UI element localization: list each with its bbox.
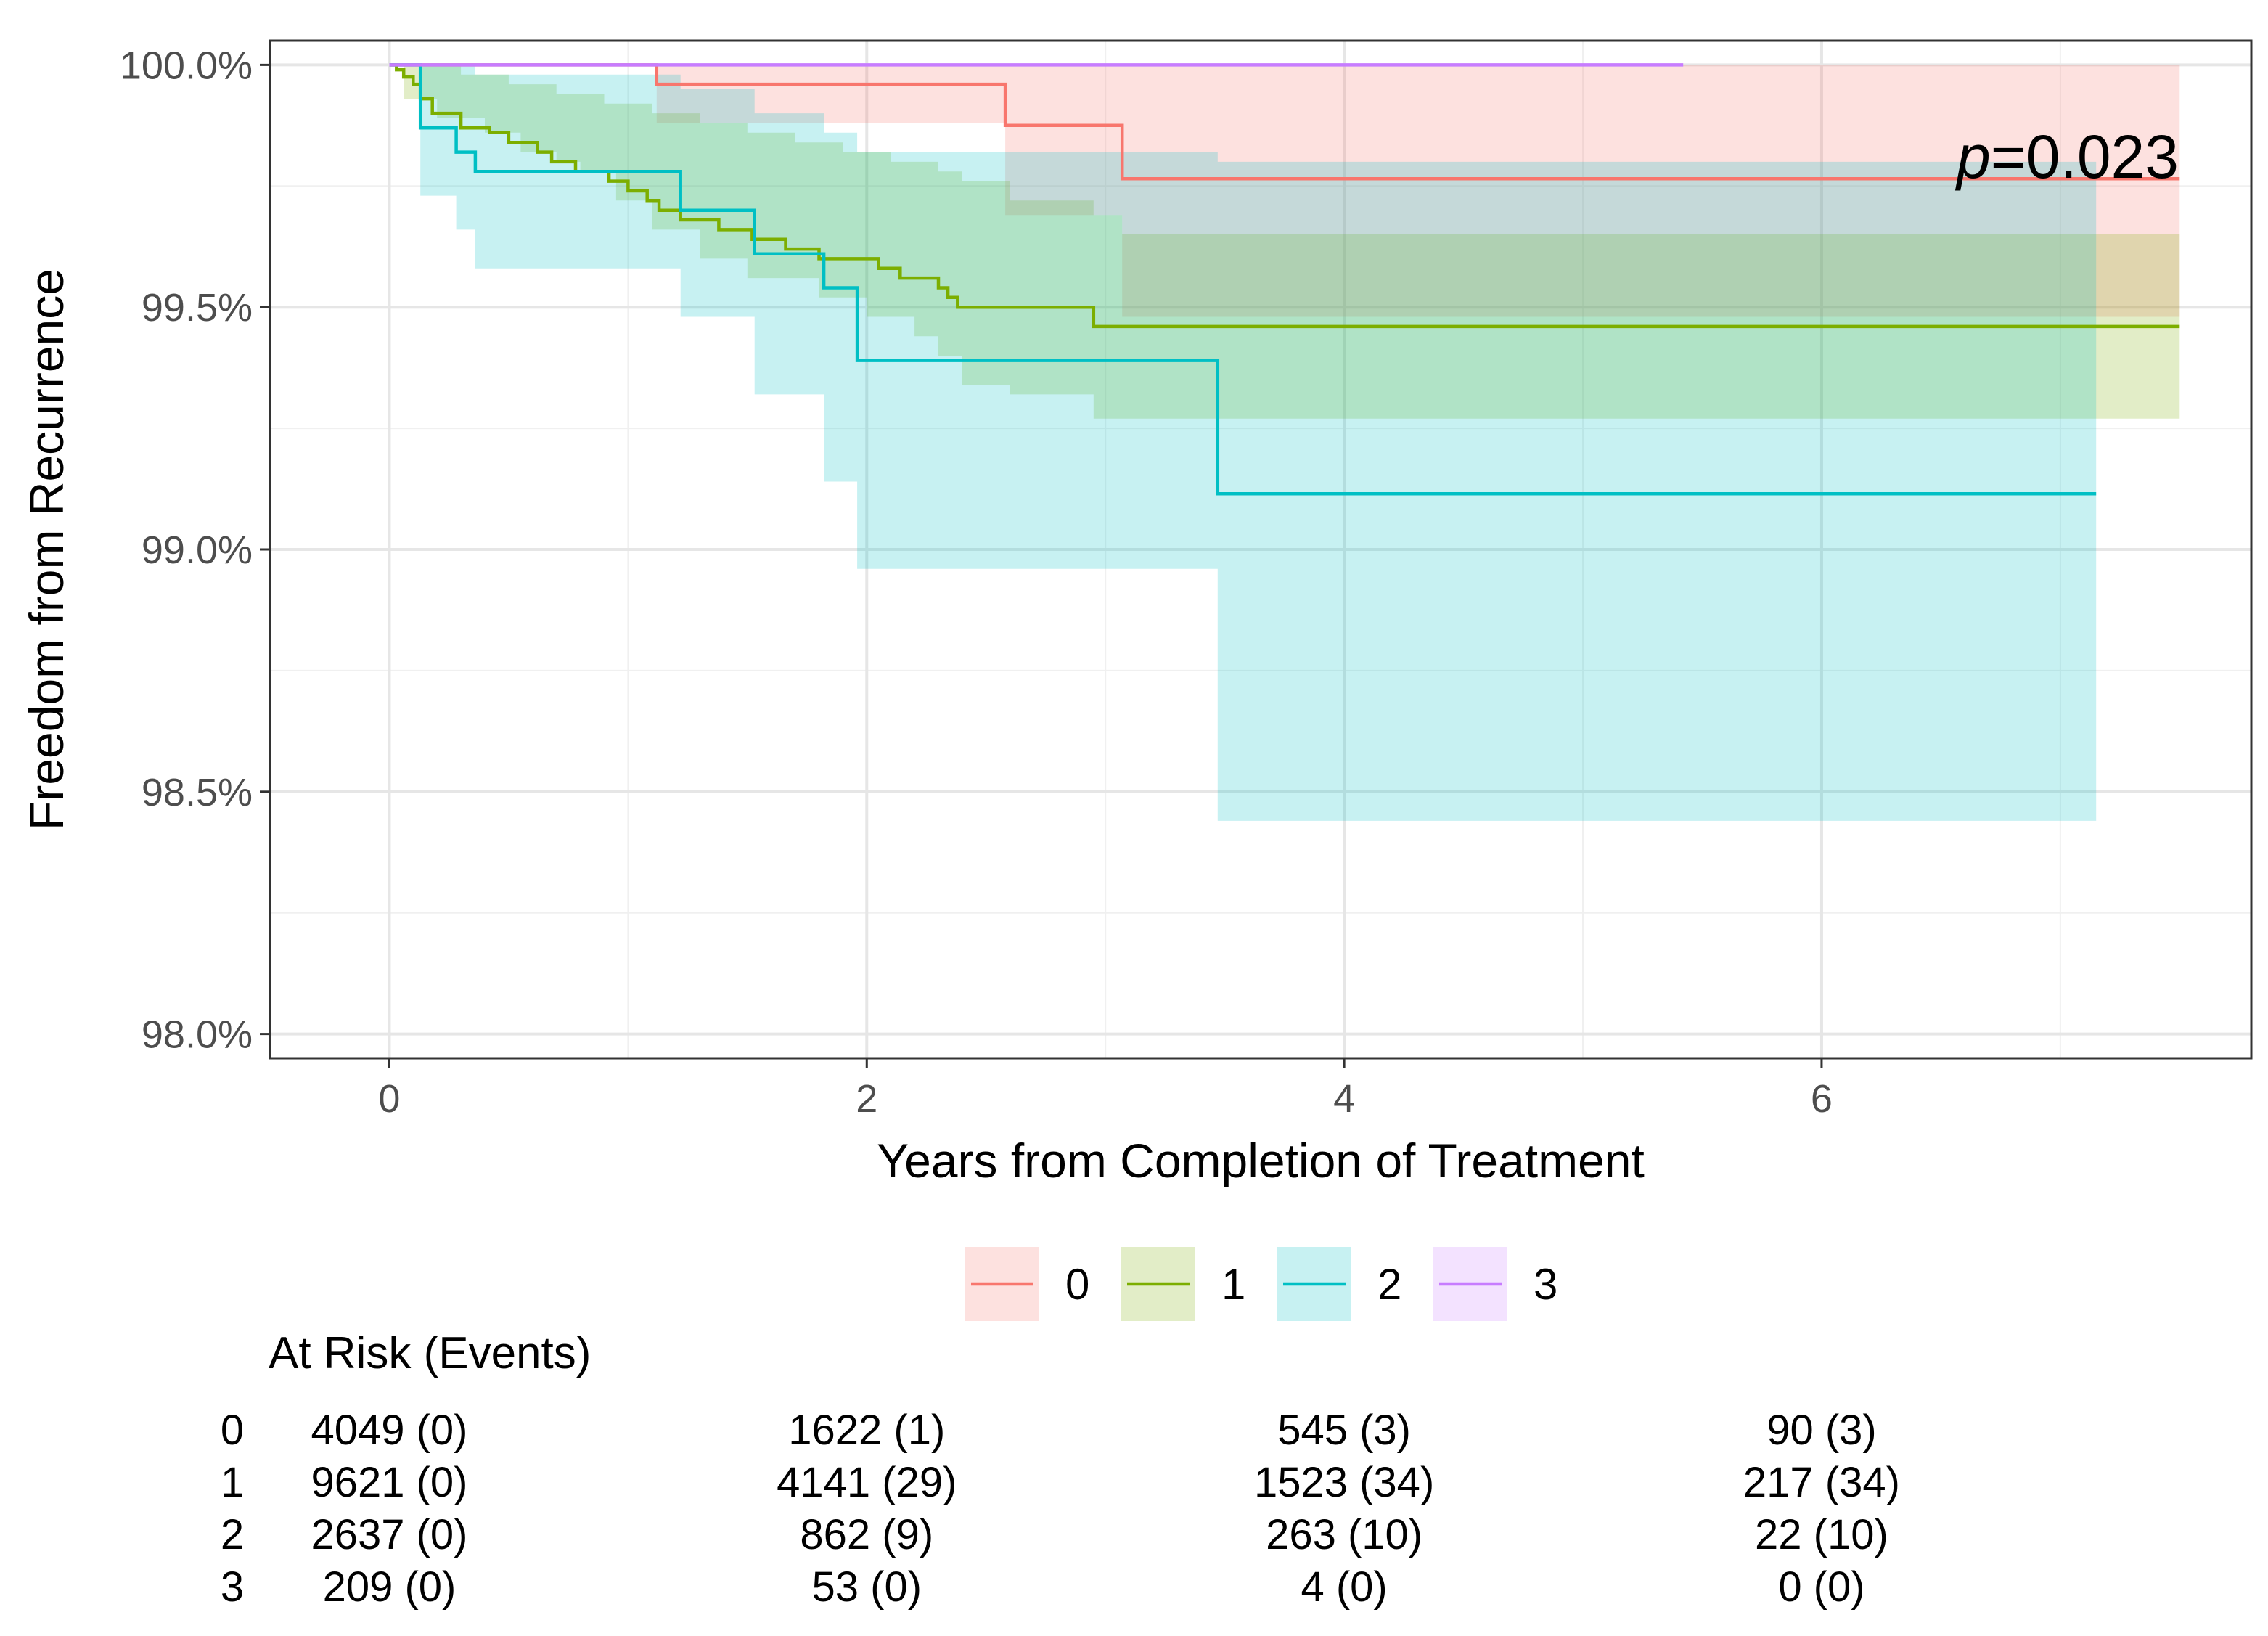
legend-item-1: 1 bbox=[1121, 1247, 1245, 1321]
y-tick-label: 100.0% bbox=[120, 44, 253, 87]
axes: 98.0% 98.5% 99.0% 99.5% 100.0% 0 2 4 6 bbox=[120, 44, 1833, 1121]
survival-curves bbox=[389, 63, 2180, 496]
risk-cell: 22 (10) bbox=[1755, 1511, 1888, 1558]
legend-label: 1 bbox=[1221, 1260, 1245, 1309]
survival-curve-group-0 bbox=[389, 63, 2180, 181]
legend-item-2: 2 bbox=[1277, 1247, 1401, 1321]
y-tick-label: 99.0% bbox=[142, 528, 253, 572]
y-axis-title: Freedom from Recurrence bbox=[20, 269, 73, 830]
risk-cell: 862 (9) bbox=[800, 1511, 933, 1558]
risk-cell: 545 (3) bbox=[1277, 1407, 1411, 1454]
risk-row-group-label: 3 bbox=[221, 1563, 244, 1611]
y-tick-label: 99.5% bbox=[142, 286, 253, 330]
x-tick-label: 6 bbox=[1811, 1077, 1833, 1121]
x-axis-title: Years from Completion of Treatment bbox=[877, 1134, 1645, 1187]
p-value-annotation: p=0.023 bbox=[1954, 123, 2179, 191]
risk-cell: 1622 (1) bbox=[788, 1407, 945, 1454]
risk-cell: 217 (34) bbox=[1743, 1459, 1900, 1506]
legend-item-0: 0 bbox=[965, 1247, 1089, 1321]
x-tick-label: 2 bbox=[856, 1077, 877, 1121]
y-tick-label: 98.0% bbox=[142, 1013, 253, 1057]
p-value-prefix: p bbox=[1954, 123, 1991, 191]
risk-cell: 53 (0) bbox=[812, 1563, 922, 1611]
risk-cell: 90 (3) bbox=[1766, 1407, 1877, 1454]
legend-label: 2 bbox=[1377, 1260, 1401, 1309]
grid-lines bbox=[270, 41, 2251, 1058]
x-tick-label: 0 bbox=[378, 1077, 400, 1121]
risk-cell: 4141 (29) bbox=[777, 1459, 957, 1506]
risk-cell: 0 (0) bbox=[1778, 1563, 1864, 1611]
legend-label: 3 bbox=[1534, 1260, 1557, 1309]
ci-band-group-0 bbox=[389, 65, 2180, 317]
risk-cell: 4 (0) bbox=[1301, 1563, 1387, 1611]
risk-row-group-label: 0 bbox=[221, 1407, 244, 1454]
survival-curve-group-1 bbox=[389, 63, 2180, 329]
ci-band-group-1 bbox=[389, 65, 2180, 419]
risk-table: At Risk (Events) 0 4049 (0) 1622 (1) 545 (3… bbox=[221, 1328, 1900, 1611]
risk-row-group-label: 2 bbox=[221, 1511, 244, 1558]
risk-cell: 4049 (0) bbox=[311, 1407, 467, 1454]
risk-cell: 1523 (34) bbox=[1254, 1459, 1434, 1506]
legend: 0 1 2 3 bbox=[965, 1247, 1557, 1321]
risk-cell: 2637 (0) bbox=[311, 1511, 467, 1558]
legend-label: 0 bbox=[1065, 1260, 1089, 1309]
y-tick-label: 98.5% bbox=[142, 771, 253, 814]
risk-cell: 263 (10) bbox=[1266, 1511, 1422, 1558]
risk-table-title: At Risk (Events) bbox=[269, 1328, 591, 1378]
risk-cell: 9621 (0) bbox=[311, 1459, 467, 1506]
risk-row-group-label: 1 bbox=[221, 1459, 244, 1506]
risk-cell: 209 (0) bbox=[323, 1563, 457, 1611]
survival-curve-group-2 bbox=[389, 63, 2097, 496]
p-value-value: =0.023 bbox=[1991, 123, 2179, 191]
x-tick-label: 4 bbox=[1333, 1077, 1355, 1121]
legend-item-3: 3 bbox=[1433, 1247, 1557, 1321]
